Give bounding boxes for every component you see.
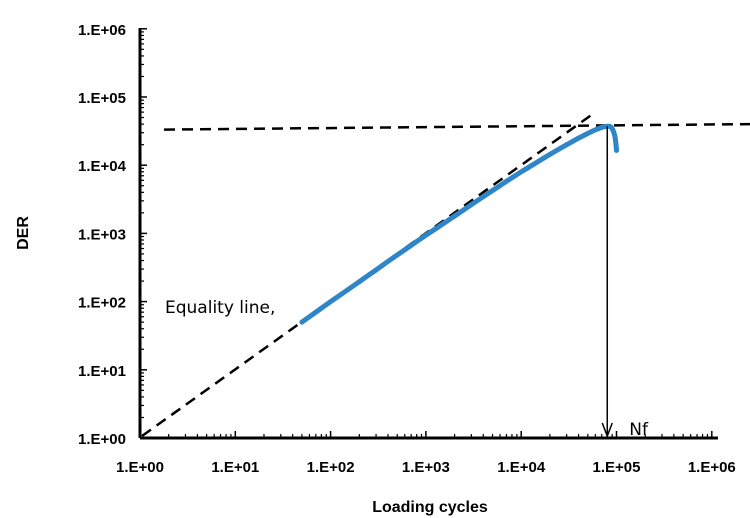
- data-point: [613, 141, 619, 147]
- data-point: [385, 259, 391, 264]
- data-point: [414, 239, 420, 244]
- nf-arrow-head: [601, 422, 613, 439]
- nf-label: Nf: [629, 420, 649, 440]
- data-point: [366, 272, 371, 278]
- horizontal-threshold-line: [163, 122, 750, 131]
- data-point: [570, 138, 576, 144]
- data-point: [461, 207, 467, 213]
- data-point: [613, 137, 618, 143]
- data-point: [576, 135, 581, 141]
- y-tick-label: 1.E+01: [78, 363, 126, 380]
- data-point: [313, 309, 319, 315]
- y-tick-label: 1.E+03: [78, 226, 126, 243]
- equality-line-label: Equality line,: [165, 298, 275, 318]
- data-point: [469, 202, 474, 208]
- x-tick-label: 1.E+01: [211, 459, 259, 476]
- data-point: [547, 152, 553, 157]
- axis-ticks: [139, 28, 713, 439]
- data-point: [614, 148, 619, 153]
- data-point: [299, 319, 305, 325]
- data-point: [423, 232, 429, 238]
- data-point: [581, 133, 586, 139]
- y-axis-title: DER: [15, 216, 32, 250]
- data-point: [328, 299, 333, 304]
- series-line: [299, 123, 619, 325]
- y-tick-label: 1.E+05: [78, 90, 126, 107]
- data-point: [535, 159, 541, 165]
- data-point: [443, 219, 448, 225]
- x-tick-label: 1.E+04: [497, 459, 546, 476]
- data-point: [526, 164, 532, 170]
- data-point: [345, 287, 350, 293]
- y-tick-label: 1.E+04: [78, 158, 127, 175]
- y-tick-label: 1.E+06: [78, 22, 126, 39]
- data-point: [394, 252, 400, 258]
- data-point: [509, 175, 515, 181]
- x-tick-label: 1.E+00: [116, 459, 164, 476]
- x-tick-label: 1.E+02: [307, 459, 355, 476]
- x-tick-label: 1.E+05: [593, 459, 641, 476]
- data-point: [373, 267, 379, 273]
- axis-tick-labels: 1.E+00 1.E+01 1.E+02 1.E+03 1.E+04 1.E+05 1.E+…: [78, 22, 736, 476]
- data-point: [612, 133, 618, 139]
- data-point: [402, 247, 408, 253]
- data-point: [589, 129, 595, 134]
- data-point: [497, 183, 503, 189]
- data-point: [504, 178, 509, 184]
- data-point: [543, 154, 548, 160]
- data-point: [452, 213, 457, 219]
- data-point: [408, 243, 414, 248]
- data-point: [480, 194, 486, 200]
- y-tick-label: 1.E+00: [78, 431, 126, 448]
- data-point: [585, 131, 591, 136]
- data-point: [564, 142, 570, 148]
- plot-area: 1.E+00 1.E+01 1.E+02 1.E+03 1.E+04 1.E+05 1.E+…: [78, 22, 750, 476]
- y-tick-label: 1.E+02: [78, 295, 126, 312]
- data-series: [299, 123, 619, 325]
- x-tick-label: 1.E+03: [402, 459, 450, 476]
- data-point: [490, 188, 495, 193]
- data-point: [356, 279, 362, 285]
- data-point: [518, 169, 524, 175]
- data-point: [434, 225, 440, 231]
- x-tick-label: 1.E+06: [688, 459, 736, 476]
- data-point: [380, 263, 385, 268]
- x-axis-title: Loading cycles: [372, 499, 488, 516]
- data-point: [556, 146, 562, 152]
